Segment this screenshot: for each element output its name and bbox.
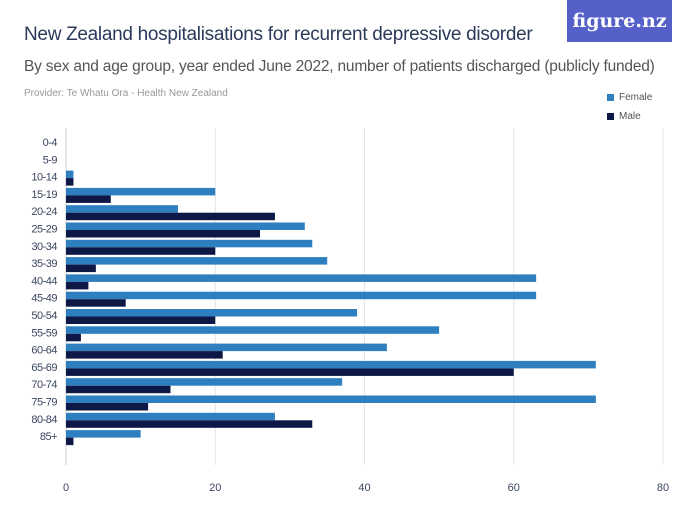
y-tick-label: 60-64 [31, 345, 57, 357]
chart-subtitle: By sex and age group, year ended June 20… [24, 58, 655, 75]
bar-male [66, 195, 111, 203]
bar-female [66, 257, 328, 265]
y-tick-label: 5-9 [43, 154, 58, 166]
legend-item-female: Female [607, 88, 652, 107]
legend-label-male: Male [619, 111, 641, 122]
bar-male [66, 230, 261, 238]
y-tick-label: 25-29 [31, 224, 57, 236]
bar-female [66, 187, 216, 196]
bar-female [66, 395, 596, 403]
bar-male [66, 437, 74, 446]
bar-female [66, 430, 141, 438]
bar-female [66, 326, 440, 334]
y-tick-label: 65-69 [31, 362, 57, 374]
bar-male [66, 333, 81, 342]
bar-male [66, 351, 223, 359]
provider-note: Provider: Te Whatu Ora - Health New Zeal… [24, 88, 228, 99]
y-tick-label: 15-19 [31, 189, 57, 201]
bar-female [66, 291, 537, 300]
figure-nz-logo[interactable]: figure.nz [567, 0, 672, 42]
y-tick-label: 80-84 [31, 414, 57, 426]
bar-female [66, 378, 343, 386]
y-tick-label: 0-4 [43, 137, 58, 149]
bar-female [66, 239, 313, 248]
bar-male [66, 212, 275, 221]
bar-male [66, 299, 126, 307]
legend: Female Male [607, 88, 652, 126]
y-tick-label: 40-44 [31, 275, 57, 287]
y-tick-label: 30-34 [31, 241, 57, 253]
y-tick-label: 45-49 [31, 293, 57, 305]
y-tick-label: 10-14 [31, 172, 57, 184]
bar-male [66, 264, 96, 273]
x-tick-label: 60 [508, 482, 520, 494]
bar-male [66, 368, 514, 376]
bar-female [66, 274, 537, 282]
y-tick-label: 20-24 [31, 206, 57, 218]
bar-female [66, 205, 178, 213]
bar-female [66, 412, 275, 421]
y-tick-label: 35-39 [31, 258, 57, 270]
bar-female [66, 343, 387, 352]
legend-label-female: Female [619, 92, 653, 103]
bar-female [66, 309, 358, 317]
x-tick-label: 0 [63, 482, 69, 494]
x-tick-label: 20 [209, 482, 221, 494]
chart-title: New Zealand hospitalisations for recurre… [24, 24, 533, 45]
y-tick-label: 50-54 [31, 310, 57, 322]
bar-male [66, 420, 313, 428]
x-tick-label: 80 [657, 482, 669, 494]
legend-swatch-female [607, 94, 614, 101]
bar-male [66, 385, 171, 394]
x-tick-label: 40 [358, 482, 370, 494]
legend-swatch-male [607, 113, 614, 120]
y-tick-label: 55-59 [31, 327, 57, 339]
bar-female [66, 170, 74, 179]
bar-female [66, 222, 305, 230]
legend-item-male: Male [607, 107, 652, 126]
bar-male [66, 178, 74, 186]
bar-male [66, 316, 216, 324]
y-tick-label: 85+ [40, 431, 57, 443]
bar-male [66, 247, 216, 255]
bar-female [66, 360, 596, 369]
y-tick-label: 75-79 [31, 397, 57, 409]
bar-male [66, 403, 149, 411]
bar-male [66, 281, 89, 290]
y-tick-label: 70-74 [31, 379, 57, 391]
